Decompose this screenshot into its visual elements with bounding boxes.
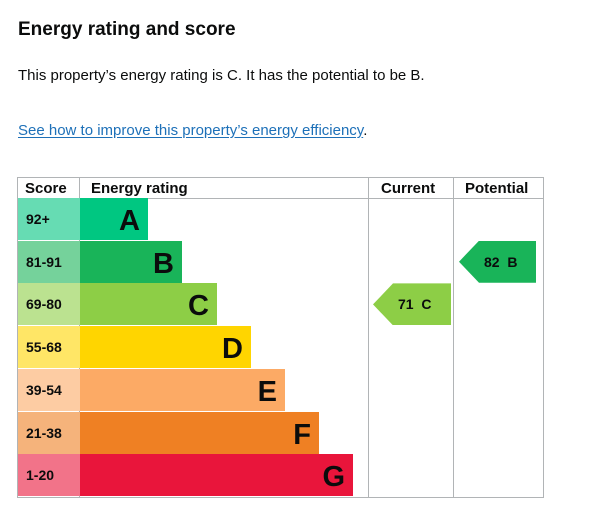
band-bar-b: B [80,240,182,283]
score-header: Score [25,180,67,197]
potential-rating-label: 82 B [484,253,518,270]
band-bar-a: A [80,198,148,240]
energy-rating-header: Energy rating [91,180,188,197]
band-bar-e: E [80,368,285,411]
band-bar-g: G [80,454,353,497]
potential-rating-arrow: 82 B [459,240,536,283]
potential-column-divider [453,178,454,497]
band-score-f: 21-38 [18,411,80,454]
band-score-a: 92+ [18,198,80,240]
potential-header: Potential [465,180,529,197]
energy-rating-chart: Score Energy rating Current Potential 92… [17,177,544,498]
band-score-c: 69-80 [18,283,80,326]
current-rating-label: 71 C [398,296,432,313]
band-score-b: 81-91 [18,240,80,283]
band-score-g: 1-20 [18,454,80,497]
rating-summary: This property’s energy rating is C. It h… [18,67,425,84]
current-rating-arrow: 71 C [373,283,451,326]
current-header: Current [381,180,436,197]
band-bar-f: F [80,411,319,454]
current-column-divider [368,178,369,497]
link-period: . [363,122,368,139]
improve-efficiency-link[interactable]: See how to improve this property’s energ… [18,122,364,139]
band-bar-d: D [80,326,251,369]
band-score-e: 39-54 [18,368,80,411]
band-bar-c: C [80,283,217,326]
band-score-d: 55-68 [18,326,80,369]
section-heading: Energy rating and score [18,19,236,40]
header-divider [18,198,543,199]
improve-link-line: See how to improve this property’s energ… [18,122,367,139]
